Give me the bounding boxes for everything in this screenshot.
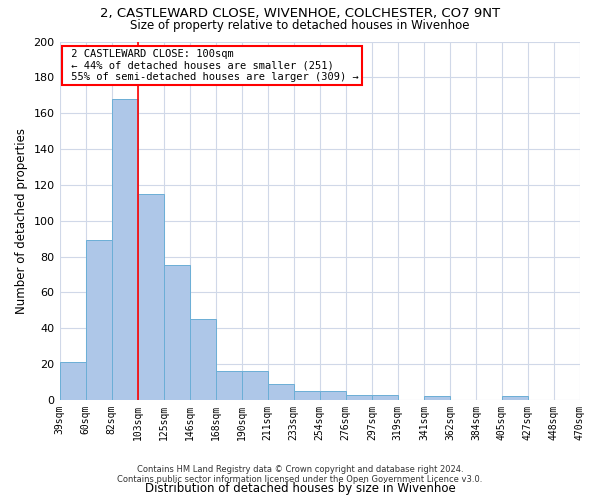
Text: Distribution of detached houses by size in Wivenhoe: Distribution of detached houses by size … bbox=[145, 482, 455, 495]
Bar bbox=[112, 99, 137, 400]
Bar bbox=[242, 371, 268, 400]
Text: 2 CASTLEWARD CLOSE: 100sqm
 ← 44% of detached houses are smaller (251)
 55% of s: 2 CASTLEWARD CLOSE: 100sqm ← 44% of deta… bbox=[65, 48, 358, 82]
Text: 2, CASTLEWARD CLOSE, WIVENHOE, COLCHESTER, CO7 9NT: 2, CASTLEWARD CLOSE, WIVENHOE, COLCHESTE… bbox=[100, 8, 500, 20]
Bar bbox=[164, 266, 190, 400]
Bar bbox=[190, 320, 215, 400]
Text: Contains public sector information licensed under the Open Government Licence v3: Contains public sector information licen… bbox=[118, 474, 482, 484]
Bar bbox=[320, 391, 346, 400]
Bar bbox=[424, 396, 450, 400]
Bar bbox=[294, 391, 320, 400]
Bar bbox=[215, 371, 242, 400]
Bar bbox=[86, 240, 112, 400]
Y-axis label: Number of detached properties: Number of detached properties bbox=[15, 128, 28, 314]
Bar bbox=[346, 394, 372, 400]
Bar bbox=[137, 194, 164, 400]
Text: Size of property relative to detached houses in Wivenhoe: Size of property relative to detached ho… bbox=[130, 19, 470, 32]
Bar bbox=[268, 384, 294, 400]
Bar bbox=[372, 394, 398, 400]
Bar bbox=[59, 362, 86, 400]
Bar bbox=[502, 396, 528, 400]
Text: Contains HM Land Registry data © Crown copyright and database right 2024.: Contains HM Land Registry data © Crown c… bbox=[137, 465, 463, 474]
